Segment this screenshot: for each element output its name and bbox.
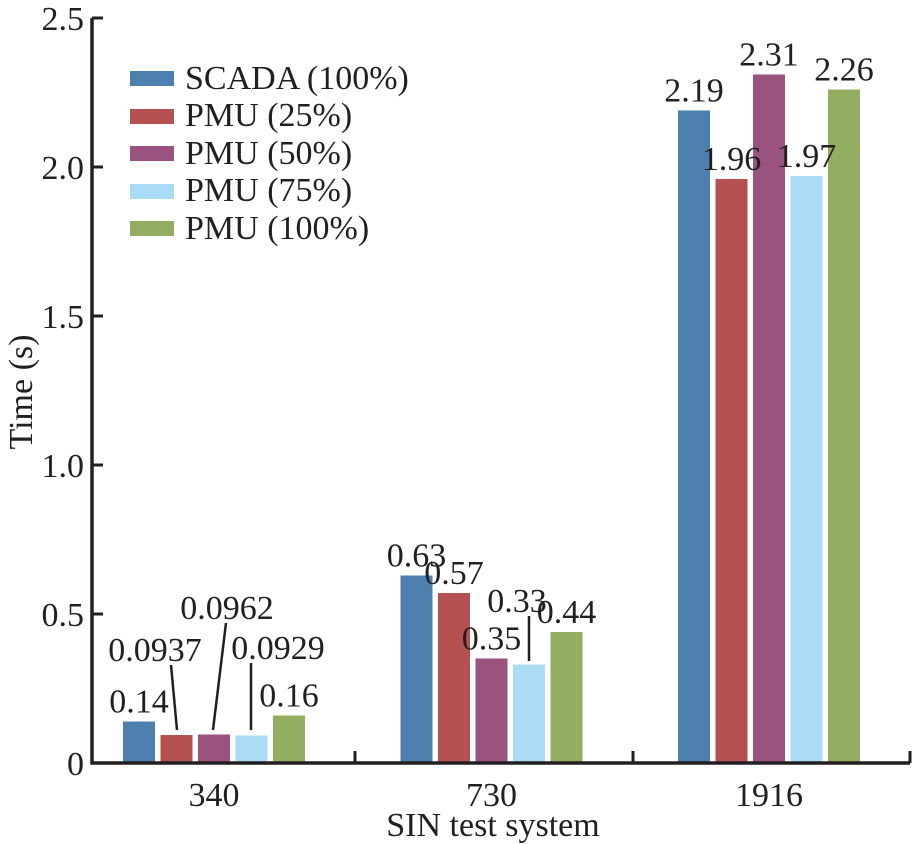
bar-730-series3 [513, 664, 545, 763]
bar-value-label-340-series2: 0.0962 [180, 590, 274, 627]
bar-value-label-730-series2: 0.35 [462, 621, 522, 658]
bar-value-label-340-series1: 0.0937 [108, 632, 202, 669]
y-axis-title: Time (s) [3, 334, 40, 450]
y-tick-label-0.5: 0.5 [42, 597, 85, 634]
legend-item-pmu-50: PMU (50%) [130, 135, 409, 173]
bar-value-label-340-series0: 0.14 [109, 683, 169, 720]
bar-1916-series3 [790, 175, 823, 763]
legend-label: PMU (75%) [185, 172, 353, 210]
bar-340-series2 [198, 734, 230, 763]
bar-value-label-730-series3: 0.33 [487, 583, 547, 620]
bar-value-label-1916-series3: 1.97 [777, 138, 837, 175]
legend-item-scada-100: SCADA (100%) [130, 60, 409, 98]
bar-1916-series1 [715, 178, 748, 764]
bar-730-series4 [550, 631, 583, 763]
x-axis-title: SIN test system [386, 807, 600, 844]
bar-1916-series0 [678, 110, 710, 763]
bar-value-label-730-series4: 0.44 [537, 594, 597, 631]
bar-value-label-340-series3: 0.0929 [231, 630, 325, 667]
legend-swatch-icon [130, 71, 174, 87]
bar-340-series1 [160, 735, 193, 763]
legend-swatch-icon [130, 183, 174, 199]
legend-swatch-icon [130, 108, 174, 124]
bar-340-series0 [123, 721, 155, 763]
legend-item-pmu-75: PMU (75%) [130, 173, 409, 211]
x-category-label-1916: 1916 [735, 777, 803, 814]
y-tick-label-0: 0 [67, 746, 84, 783]
y-tick-label-2.0: 2.0 [42, 150, 85, 187]
legend-label: PMU (100%) [185, 209, 370, 247]
bar-value-label-1916-series1: 1.96 [702, 141, 762, 178]
bar-value-label-730-series0: 0.63 [387, 537, 447, 574]
bar-1916-series4 [828, 89, 860, 763]
bar-value-label-730-series1: 0.57 [424, 555, 484, 592]
bar-1916-series2 [753, 74, 785, 764]
y-tick-label-2.5: 2.5 [42, 1, 85, 38]
axes-lines [90, 18, 910, 765]
bar-value-label-340-series4: 0.16 [259, 677, 319, 714]
legend-label: PMU (25%) [185, 97, 353, 135]
x-category-label-730: 730 [466, 777, 517, 814]
label-leader-line [211, 622, 228, 731]
bar-340-series4 [273, 715, 305, 763]
bar-value-label-1916-series2: 2.31 [739, 37, 799, 74]
bar-730-series0 [400, 575, 433, 763]
y-tick-label-1.0: 1.0 [42, 448, 85, 485]
bar-value-label-1916-series0: 2.19 [664, 72, 724, 109]
legend-label: SCADA (100%) [185, 59, 409, 97]
bar-340-series3 [235, 735, 268, 763]
legend: SCADA (100%) PMU (25%) PMU (50%) PMU (75… [130, 60, 409, 248]
legend-swatch-icon [130, 221, 174, 237]
x-category-label-340: 340 [189, 777, 240, 814]
bar-value-label-1916-series4: 2.26 [814, 52, 874, 89]
bar-730-series1 [438, 593, 470, 763]
label-leader-line [169, 664, 179, 731]
legend-item-pmu-25: PMU (25%) [130, 98, 409, 136]
bar-730-series2 [475, 658, 508, 763]
legend-label: PMU (50%) [185, 134, 353, 172]
y-tick-label-1.5: 1.5 [42, 299, 85, 336]
legend-item-pmu-100: PMU (100%) [130, 210, 409, 248]
legend-swatch-icon [130, 146, 174, 162]
